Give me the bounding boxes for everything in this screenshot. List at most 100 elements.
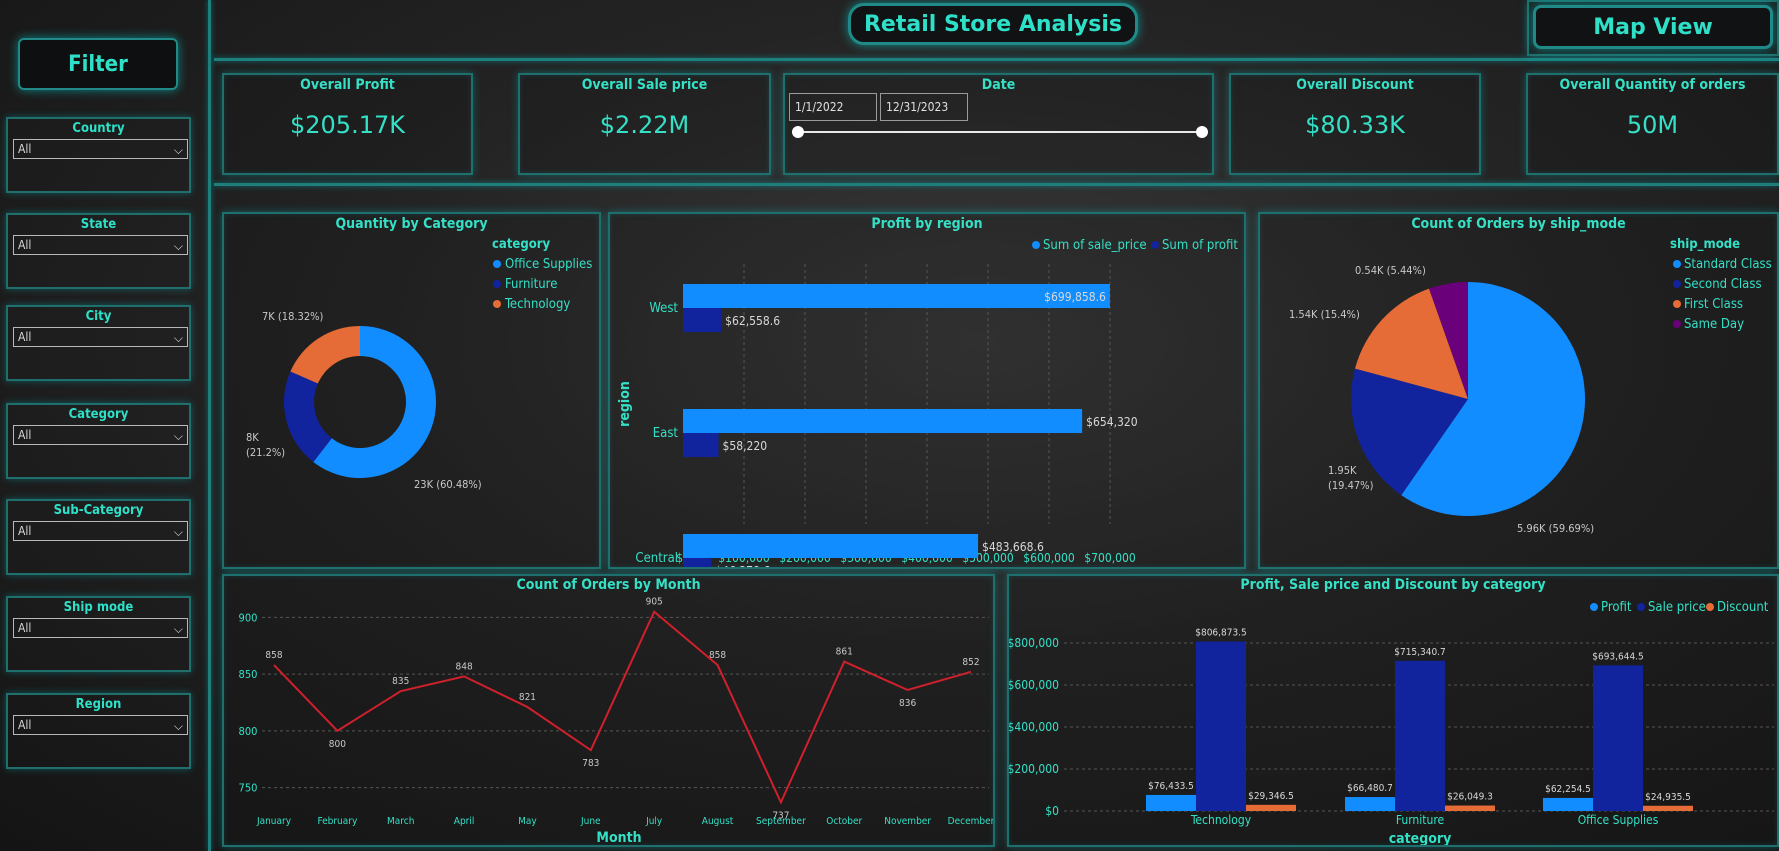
overall-profit-card: Overall Profit $205.17K	[222, 73, 473, 175]
state-dropdown[interactable]: All ⌵	[13, 235, 188, 255]
x-tick-label: Office Supplies	[1578, 813, 1659, 827]
dropdown-value: All	[18, 428, 32, 442]
data-label: $46,378.6	[715, 564, 770, 567]
dropdown-value: All	[18, 238, 32, 252]
chevron-down-icon: ⌵	[173, 331, 183, 345]
bar-sale-price	[1593, 665, 1643, 811]
donut-slice-office-supplies	[313, 326, 436, 478]
x-tick-label: July	[645, 816, 663, 827]
start-date-input[interactable]: 1/1/2022	[789, 93, 877, 121]
x-tick-label: January	[256, 816, 292, 827]
legend-marker	[1637, 603, 1645, 611]
data-label: (19.47%)	[1328, 479, 1374, 492]
dropdown-value: All	[18, 330, 32, 344]
slicer-label: Category	[68, 407, 129, 422]
chart-title: Profit by region	[871, 216, 983, 232]
pie-slice-first-class	[1355, 288, 1468, 399]
legend-entry: Office Supplies	[505, 257, 592, 272]
x-tick-label: June	[580, 816, 601, 827]
legend-entry: Sum of profit	[1162, 238, 1238, 253]
bar-profit	[1543, 797, 1593, 811]
x-tick-label: September	[756, 816, 806, 827]
chart-title: Profit, Sale price and Discount by categ…	[1240, 577, 1546, 593]
kpi-title: Overall Profit	[300, 77, 395, 93]
filter-button[interactable]: Filter	[18, 38, 178, 90]
data-label: $62,558.6	[725, 314, 780, 328]
x-tick-label: Technology	[1190, 813, 1252, 827]
legend-entry: Same Day	[1684, 317, 1744, 332]
city-slicer: City All ⌵	[6, 305, 191, 381]
y-tick-label: Central	[635, 551, 678, 566]
profit-sale-discount-chart: Profit, Sale price and Discount by categ…	[1007, 574, 1779, 847]
dashboard-title: Retail Store Analysis	[848, 3, 1138, 45]
legend-title: ship_mode	[1670, 237, 1740, 252]
data-label: 0.54K (5.44%)	[1355, 264, 1426, 277]
quantity-by-category-chart: Quantity by Category category 23K (60.48…	[222, 212, 601, 569]
sub-category-dropdown[interactable]: All ⌵	[13, 521, 188, 541]
legend-entry: First Class	[1684, 297, 1743, 312]
y-tick-label: $0	[1045, 804, 1059, 818]
chevron-down-icon: ⌵	[173, 719, 183, 733]
country-dropdown[interactable]: All ⌵	[13, 139, 188, 159]
header-divider	[214, 58, 1779, 61]
category-dropdown[interactable]: All ⌵	[13, 425, 188, 445]
bar-discount	[1643, 805, 1693, 811]
region-slicer: Region All ⌵	[6, 693, 191, 769]
data-label: 821	[519, 692, 536, 703]
kpi-value: $205.17K	[290, 111, 405, 139]
x-tick-label: April	[454, 816, 475, 827]
ship-mode-dropdown[interactable]: All ⌵	[13, 618, 188, 638]
slider-start-handle[interactable]	[792, 126, 804, 138]
category-slicer: Category All ⌵	[6, 403, 191, 479]
data-label: $699,858.6	[1044, 290, 1106, 304]
x-tick-label: March	[387, 816, 414, 827]
data-label: 835	[392, 676, 409, 687]
legend-marker	[1673, 280, 1681, 288]
orders-by-month-chart: Count of Orders by Month Month 750 800 850…	[222, 574, 995, 847]
chevron-down-icon: ⌵	[173, 239, 183, 253]
donut-slice-furniture	[284, 371, 332, 462]
kpi-title: Overall Sale price	[581, 77, 708, 93]
kpi-divider	[214, 183, 1779, 186]
kpi-title: Overall Discount	[1296, 77, 1414, 93]
slicer-label: City	[85, 309, 112, 324]
end-date-value: 12/31/2023	[886, 100, 949, 114]
slider-end-handle[interactable]	[1196, 126, 1208, 138]
end-date-input[interactable]: 12/31/2023	[880, 93, 968, 121]
data-label: 848	[456, 661, 473, 672]
city-dropdown[interactable]: All ⌵	[13, 327, 188, 347]
ship-mode-slicer: Ship mode All ⌵	[6, 596, 191, 672]
data-label: $654,320	[1086, 415, 1138, 429]
dropdown-value: All	[18, 142, 32, 156]
legend-entry: Furniture	[505, 277, 557, 292]
data-label: $66,480.7	[1347, 783, 1393, 794]
legend-marker	[1706, 603, 1714, 611]
bar-sale-price	[683, 284, 1110, 308]
data-label: 858	[265, 650, 282, 661]
bar-profit	[1146, 794, 1196, 811]
y-axis-label: region	[617, 381, 633, 427]
data-label: 861	[836, 647, 853, 658]
legend-marker	[1032, 241, 1040, 249]
x-tick-label: November	[884, 816, 931, 827]
legend-entry: Sale price	[1648, 600, 1706, 615]
dropdown-value: All	[18, 621, 32, 635]
legend-marker	[493, 300, 501, 308]
legend-marker	[493, 260, 501, 268]
data-label: $693,644.5	[1592, 651, 1644, 662]
region-dropdown[interactable]: All ⌵	[13, 715, 188, 735]
data-label: $715,340.7	[1394, 647, 1446, 658]
bar-sale-price	[1196, 641, 1246, 811]
y-tick-label: $200,000	[1009, 762, 1059, 776]
x-tick-label: February	[317, 816, 357, 827]
x-tick-label: December	[948, 816, 993, 827]
kpi-title: Overall Quantity of orders	[1559, 77, 1746, 93]
slicer-label: Ship mode	[63, 600, 134, 615]
map-view-button[interactable]: Map View	[1533, 5, 1773, 49]
x-tick-label: May	[518, 816, 537, 827]
data-label: 836	[899, 698, 916, 709]
legend-marker	[1673, 260, 1681, 268]
pie-slice-same-day	[1429, 282, 1468, 399]
y-tick-label: 750	[239, 782, 258, 795]
data-label: 783	[582, 758, 599, 769]
